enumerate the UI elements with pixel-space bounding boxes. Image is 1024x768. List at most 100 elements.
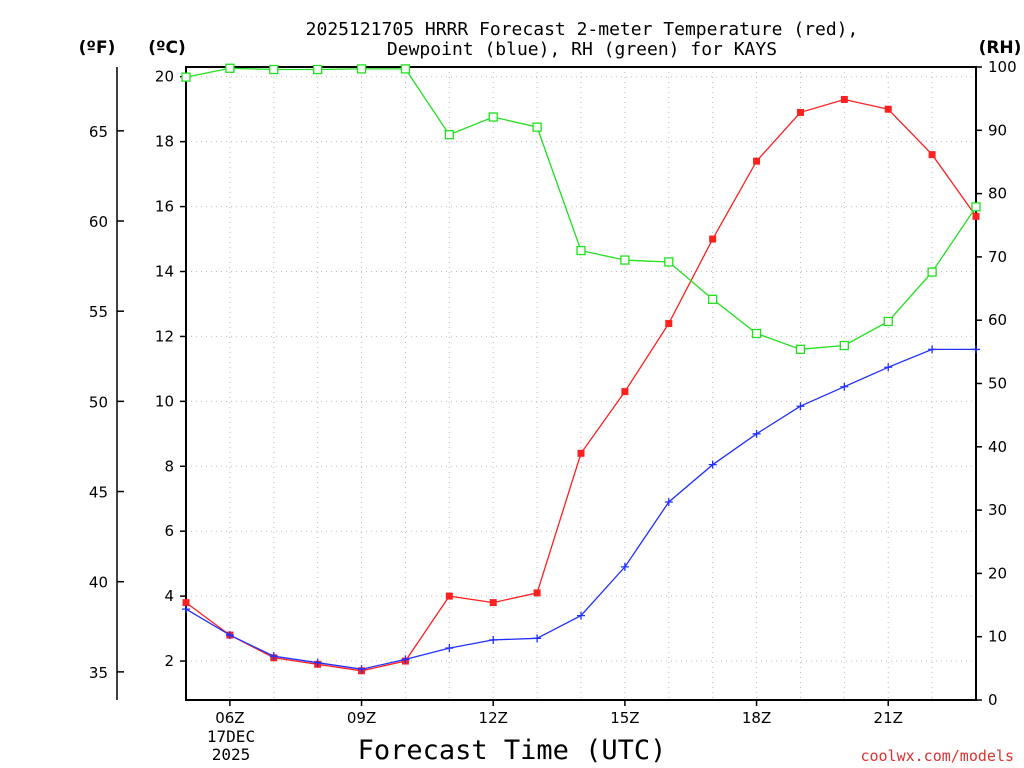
chart-title-line1: 2025121705 HRRR Forecast 2-meter Tempera… (306, 19, 859, 40)
rh-point (795, 344, 806, 354)
celsius-tick-label: 8 (164, 457, 174, 475)
rh-tick-label: 20 (988, 564, 1007, 582)
temperature-point (840, 95, 848, 103)
dewpoint-point (533, 634, 542, 643)
rh-point (313, 64, 323, 75)
temperature-point (445, 592, 453, 600)
fahrenheit-tick-label: 35 (89, 664, 108, 682)
time-tick-label: 21Z (874, 709, 903, 727)
rh-point (269, 64, 279, 75)
rh-tick-label: 10 (988, 628, 1007, 646)
rh-tick-label: 30 (988, 501, 1007, 519)
rh-tick-label: 50 (988, 375, 1007, 393)
dewpoint-point (884, 363, 893, 372)
dewpoint-point (445, 644, 454, 653)
rh-point (532, 122, 542, 132)
dewpoint-point (664, 497, 673, 506)
time-tick-label: 09Z (347, 709, 376, 727)
dewpoint-point (840, 382, 849, 391)
dewpoint-point (489, 635, 498, 644)
dewpoint-point (577, 611, 585, 620)
temperature-point (621, 388, 629, 396)
rh-tick-label: 80 (988, 185, 1007, 203)
series-rh (181, 63, 981, 354)
celsius-tick-label: 6 (164, 522, 174, 540)
rh-tick-label: 40 (988, 438, 1007, 456)
time-tick-label: 15Z (610, 709, 639, 727)
fahrenheit-tick-label: 50 (89, 393, 108, 411)
temperature-point (489, 599, 497, 607)
series-dewpoint (182, 345, 980, 674)
rh-tick-label: 60 (988, 311, 1007, 329)
temperature-point (972, 212, 980, 220)
date-label-day: 17DEC (207, 727, 255, 746)
time-tick-label: 12Z (479, 709, 508, 727)
rh-tick-label: 70 (988, 248, 1007, 266)
rh-point (839, 340, 849, 351)
rh-tick-label: 90 (988, 121, 1007, 139)
watermark: coolwx.com/models (860, 747, 1014, 765)
fahrenheit-tick-label: 40 (89, 574, 108, 592)
series-layer (181, 63, 981, 675)
plot-frame (185, 66, 977, 701)
temperature-point (709, 235, 717, 243)
celsius-tick-label: 20 (155, 68, 174, 86)
time-tick-label: 18Z (742, 709, 771, 727)
rh-point (708, 294, 718, 304)
rh-tick-label: 0 (988, 691, 998, 709)
temperature-line (185, 98, 977, 672)
rh-point (225, 63, 235, 73)
time-axis: 06Z 09Z 12Z 15Z 18Z 21Z (215, 700, 903, 727)
dewpoint-point (225, 631, 234, 640)
dewpoint-point (708, 460, 717, 469)
x-axis-title: Forecast Time (UTC) (358, 735, 667, 766)
rh-point (488, 112, 498, 122)
celsius-unit-label: (ºC) (148, 38, 186, 58)
dewpoint-point (357, 665, 366, 674)
dewpoint-point (182, 605, 190, 614)
dewpoint-point (620, 562, 629, 571)
time-tick-label: 06Z (215, 709, 244, 727)
celsius-tick-label: 12 (155, 327, 174, 345)
fahrenheit-tick-label: 65 (89, 123, 108, 141)
rh-point (400, 64, 411, 74)
dewpoint-point (752, 429, 761, 438)
rh-point (971, 202, 981, 212)
dewpoint-point (269, 652, 278, 661)
rh-unit-label: (RH) (979, 38, 1022, 58)
dewpoint-point (972, 345, 980, 354)
celsius-axis: 2 4 6 8 10 12 14 16 18 20 (155, 68, 186, 670)
rh-point (576, 245, 586, 256)
fahrenheit-tick-label: 45 (89, 484, 108, 502)
rh-point (664, 257, 674, 267)
rh-point (181, 72, 191, 82)
celsius-tick-label: 16 (155, 198, 174, 216)
celsius-tick-label: 18 (155, 133, 174, 151)
dewpoint-point (313, 658, 322, 667)
rh-axis: 0 10 20 30 40 50 60 70 80 90 100 (976, 58, 1017, 709)
temperature-point (182, 599, 190, 607)
fahrenheit-tick-label: 60 (89, 213, 108, 231)
dewpoint-point (401, 655, 410, 664)
dewpoint-point (928, 345, 937, 354)
temperature-point (533, 589, 541, 597)
fahrenheit-tick-label: 55 (89, 303, 108, 321)
celsius-tick-label: 10 (155, 392, 174, 410)
celsius-tick-label: 14 (155, 263, 174, 281)
celsius-tick-label: 2 (164, 652, 174, 670)
fahrenheit-axis: 35 40 45 50 55 60 65 (89, 123, 124, 682)
celsius-tick-label: 4 (164, 587, 174, 605)
rh-point (883, 316, 893, 327)
temperature-point (884, 105, 892, 113)
grid (186, 67, 976, 700)
temperature-point (753, 157, 761, 165)
fahrenheit-unit-label: (ºF) (79, 38, 116, 58)
date-label-year: 2025 (212, 745, 251, 764)
temperature-point (665, 319, 673, 327)
temperature-point (796, 108, 804, 116)
rh-point (751, 328, 762, 339)
rh-tick-label: 100 (988, 58, 1017, 76)
chart-title-line2: Dewpoint (blue), RH (green) for KAYS (387, 39, 777, 60)
temperature-point (577, 449, 585, 457)
